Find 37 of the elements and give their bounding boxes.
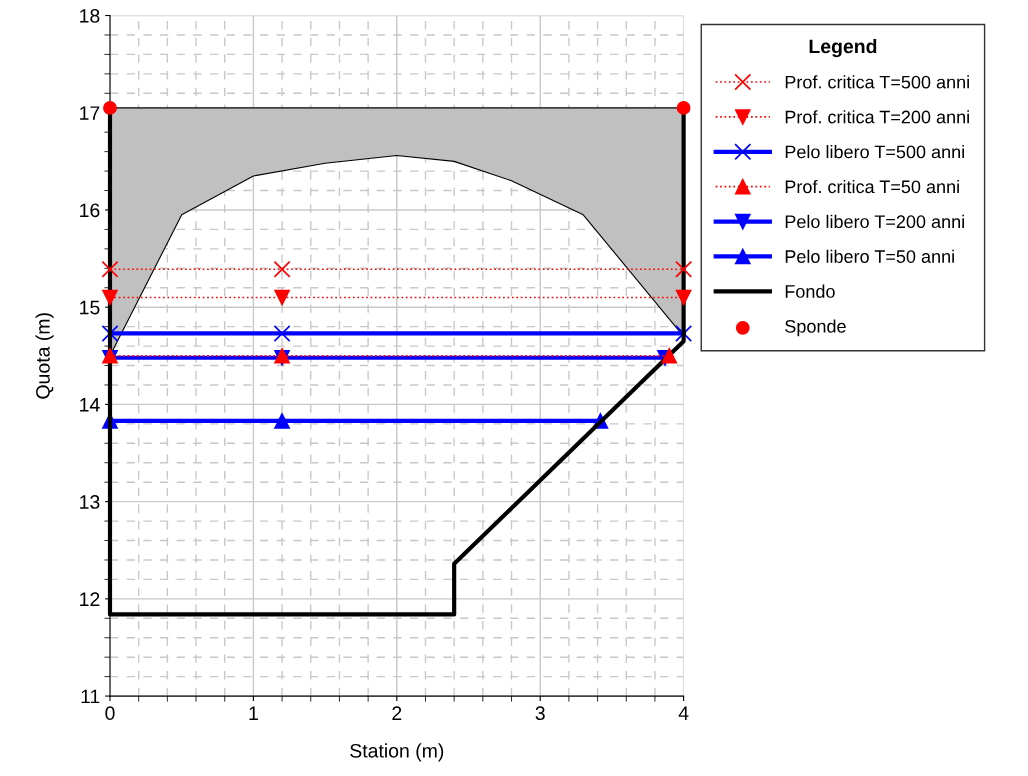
- x-tick-label: 3: [535, 706, 545, 721]
- point: [102, 289, 118, 306]
- x-tick-label: 4: [678, 706, 689, 720]
- legend-label: Prof. critica T=500 anni: [785, 75, 969, 89]
- y-tick-label: 13: [80, 495, 100, 509]
- x-axis-title: Station (m): [350, 743, 444, 762]
- y-axis-title: Quota (m): [35, 313, 54, 399]
- y-tick-label: 12: [80, 592, 100, 606]
- y-tick-label: 16: [80, 203, 100, 218]
- legend-title: Legend: [809, 38, 877, 58]
- legend-label: Sponde: [785, 319, 846, 337]
- point: [676, 100, 691, 115]
- point: [675, 289, 692, 306]
- y-tick-label: 17: [80, 106, 100, 120]
- y-tick-label: 11: [81, 689, 100, 704]
- legend-label: Pelo libero T=500 anni: [785, 145, 964, 159]
- y-tick-label: 14: [80, 398, 100, 412]
- point: [274, 413, 290, 429]
- legend-label: Fondo: [785, 284, 835, 298]
- point: [101, 260, 119, 278]
- legend-label: Pelo libero T=50 anni: [785, 249, 954, 263]
- point: [273, 324, 291, 342]
- x-tick-label: 1: [249, 706, 258, 720]
- point: [273, 260, 291, 278]
- point: [101, 324, 119, 342]
- y-tick-label: 15: [80, 300, 100, 315]
- point: [661, 348, 678, 364]
- point: [675, 260, 693, 278]
- point: [675, 324, 693, 342]
- y-tick-label: 18: [80, 8, 100, 23]
- legend-label: Prof. critica T=200 anni: [785, 110, 969, 124]
- point: [274, 289, 290, 306]
- point: [103, 100, 117, 115]
- legend-label: Prof. critica T=50 anni: [785, 179, 959, 194]
- x-tick-label: 2: [392, 706, 402, 720]
- legend-label: Pelo libero T=200 anni: [785, 214, 964, 229]
- x-tick-label: 0: [105, 706, 115, 721]
